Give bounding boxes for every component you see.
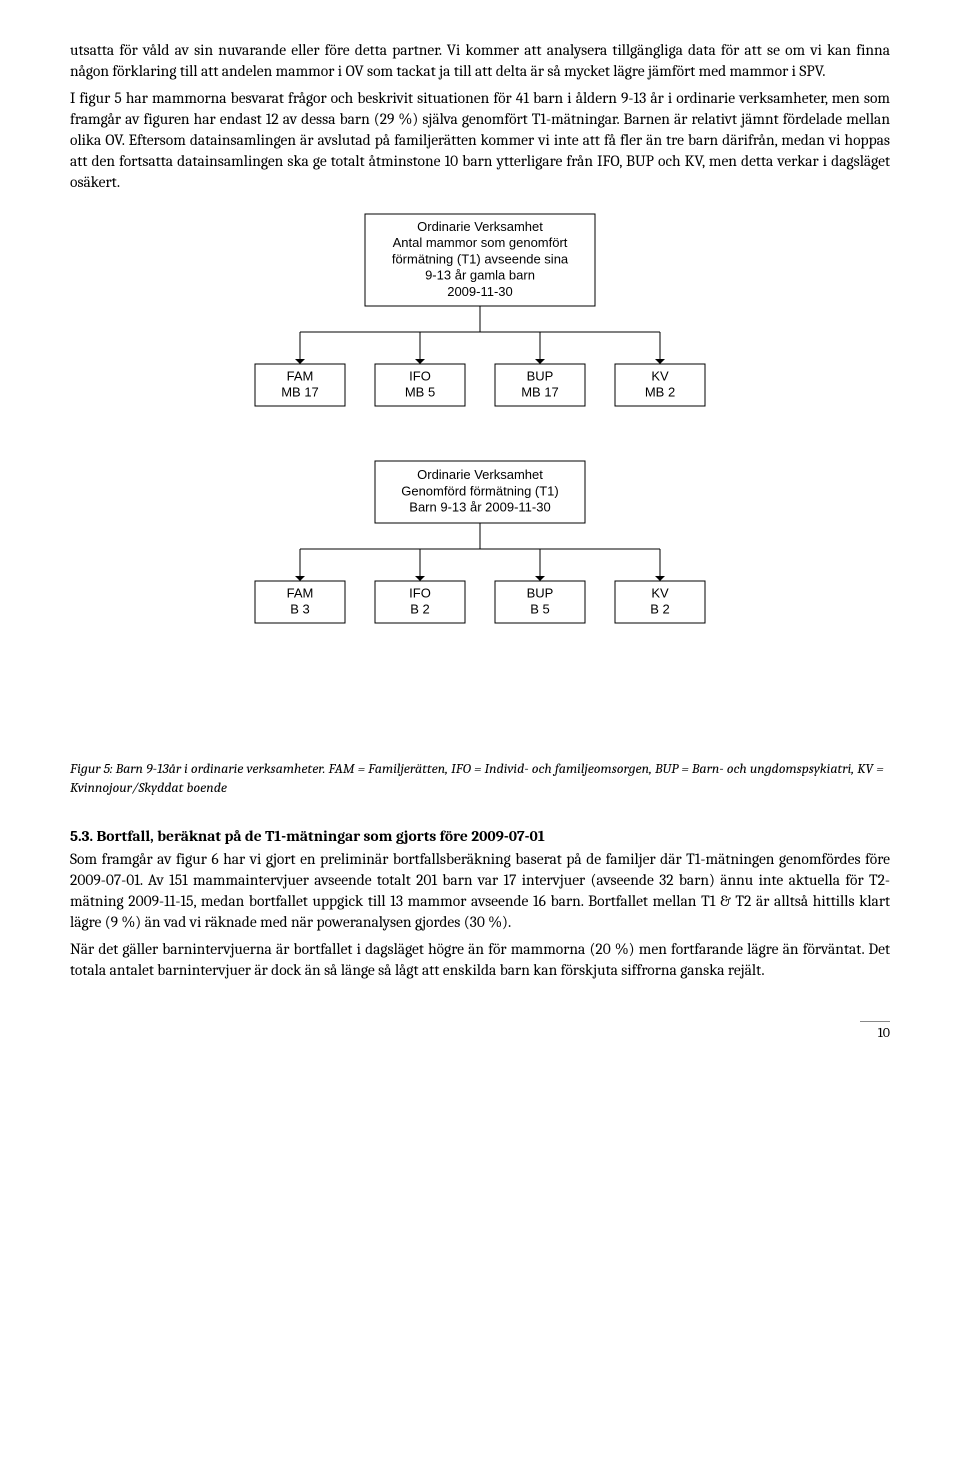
svg-text:MB 17: MB 17 [521, 385, 559, 400]
svg-text:IFO: IFO [409, 586, 431, 601]
svg-text:förmätning (T1) avseende sina: förmätning (T1) avseende sina [392, 252, 569, 267]
svg-text:IFO: IFO [409, 369, 431, 384]
svg-text:2009-11-30: 2009-11-30 [447, 284, 513, 299]
page-number: 10 [860, 1021, 890, 1043]
figure-5-caption: Figur 5: Barn 9-13år i ordinarie verksam… [70, 760, 890, 798]
svg-text:9-13 år gamla barn: 9-13 år gamla barn [425, 268, 535, 283]
svg-text:KV: KV [651, 369, 669, 384]
svg-text:Antal mammor som genomfört: Antal mammor som genomfört [393, 236, 568, 251]
svg-text:B 3: B 3 [290, 602, 310, 617]
svg-text:Barn 9-13 år 2009-11-30: Barn 9-13 år 2009-11-30 [409, 500, 550, 515]
svg-text:B 2: B 2 [410, 602, 430, 617]
svg-text:FAM: FAM [287, 369, 314, 384]
section-5-3-heading: 5.3. Bortfall, beräknat på de T1-mätning… [70, 826, 890, 847]
svg-text:Ordinarie Verksamhet: Ordinarie Verksamhet [417, 219, 543, 234]
svg-text:BUP: BUP [527, 369, 554, 384]
body-para-2: I figur 5 har mammorna besvarat frågor o… [70, 88, 890, 193]
body-para-3: Som framgår av figur 6 har vi gjort en p… [70, 849, 890, 933]
body-para-4: När det gäller barnintervjuerna är bortf… [70, 939, 890, 981]
svg-text:FAM: FAM [287, 586, 314, 601]
svg-text:KV: KV [651, 586, 669, 601]
svg-text:BUP: BUP [527, 586, 554, 601]
svg-text:MB 17: MB 17 [281, 385, 319, 400]
svg-text:Genomförd förmätning (T1): Genomförd förmätning (T1) [401, 484, 559, 499]
svg-text:B 5: B 5 [530, 602, 550, 617]
svg-text:B 2: B 2 [650, 602, 670, 617]
figure-5-diagram: Ordinarie Verksamhet Antal mammor som gen… [70, 210, 890, 750]
svg-text:MB 5: MB 5 [405, 385, 435, 400]
flowchart-svg: Ordinarie Verksamhet Antal mammor som gen… [200, 210, 760, 750]
svg-text:MB 2: MB 2 [645, 385, 675, 400]
svg-text:Ordinarie Verksamhet: Ordinarie Verksamhet [417, 468, 543, 483]
body-para-1: utsatta för våld av sin nuvarande eller … [70, 40, 890, 82]
